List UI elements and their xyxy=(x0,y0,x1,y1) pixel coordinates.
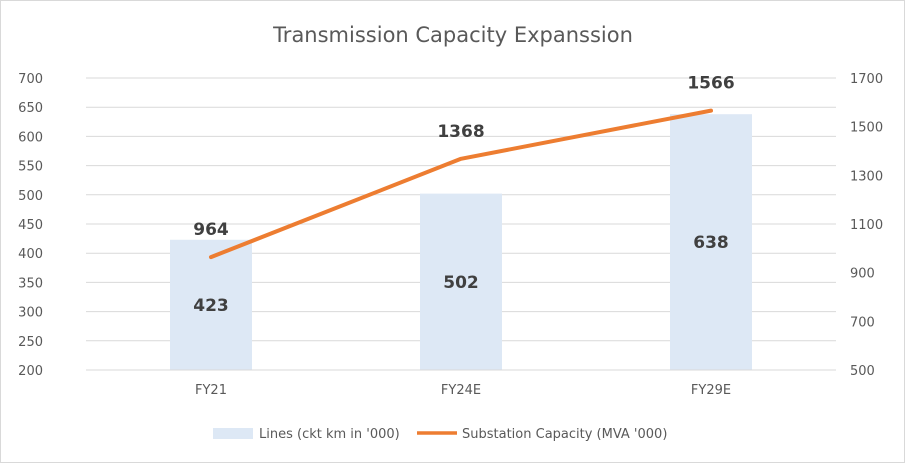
y-right-tick-label: 1300 xyxy=(850,169,883,184)
y-left-tick-label: 400 xyxy=(18,247,43,262)
legend-bar-label: Lines (ckt km in '000) xyxy=(259,427,400,442)
line-data-label: 1368 xyxy=(437,122,484,142)
bar-series xyxy=(170,114,752,370)
y-axis-left: 700 650 600 550 500 450 400 350 300 250 200 xyxy=(18,72,43,379)
y-right-tick-label: 1700 xyxy=(850,72,883,87)
bar-data-label: 502 xyxy=(443,273,479,293)
bar-data-label: 423 xyxy=(193,296,229,316)
legend-line-label: Substation Capacity (MVA '000) xyxy=(462,427,667,442)
y-left-tick-label: 550 xyxy=(18,160,43,175)
chart-title: Transmission Capacity Expanssion xyxy=(272,23,633,47)
legend-bar-swatch xyxy=(213,428,253,439)
x-axis: FY21 FY24E FY29E xyxy=(86,370,836,398)
y-axis-right: 1700 1500 1300 1100 900 700 500 xyxy=(850,72,883,379)
bar-data-label: 638 xyxy=(693,233,729,253)
y-right-tick-label: 700 xyxy=(850,315,875,330)
line-data-label: 964 xyxy=(193,220,229,240)
x-tick-label: FY21 xyxy=(195,383,227,398)
y-left-tick-label: 350 xyxy=(18,276,43,291)
y-left-tick-label: 250 xyxy=(18,335,43,350)
y-right-tick-label: 1100 xyxy=(850,218,883,233)
y-left-tick-label: 700 xyxy=(18,72,43,87)
y-left-tick-label: 200 xyxy=(18,364,43,379)
legend: Lines (ckt km in '000) Substation Capaci… xyxy=(213,427,667,442)
y-left-tick-label: 600 xyxy=(18,130,43,145)
x-tick-label: FY24E xyxy=(441,383,481,398)
y-right-tick-label: 900 xyxy=(850,267,875,282)
y-left-tick-label: 500 xyxy=(18,189,43,204)
x-tick-label: FY29E xyxy=(691,383,731,398)
y-left-tick-label: 300 xyxy=(18,306,43,321)
y-right-tick-label: 500 xyxy=(850,364,875,379)
y-right-tick-label: 1500 xyxy=(850,121,883,136)
y-left-tick-label: 650 xyxy=(18,101,43,116)
y-left-tick-label: 450 xyxy=(18,218,43,233)
line-data-label: 1566 xyxy=(687,74,734,94)
